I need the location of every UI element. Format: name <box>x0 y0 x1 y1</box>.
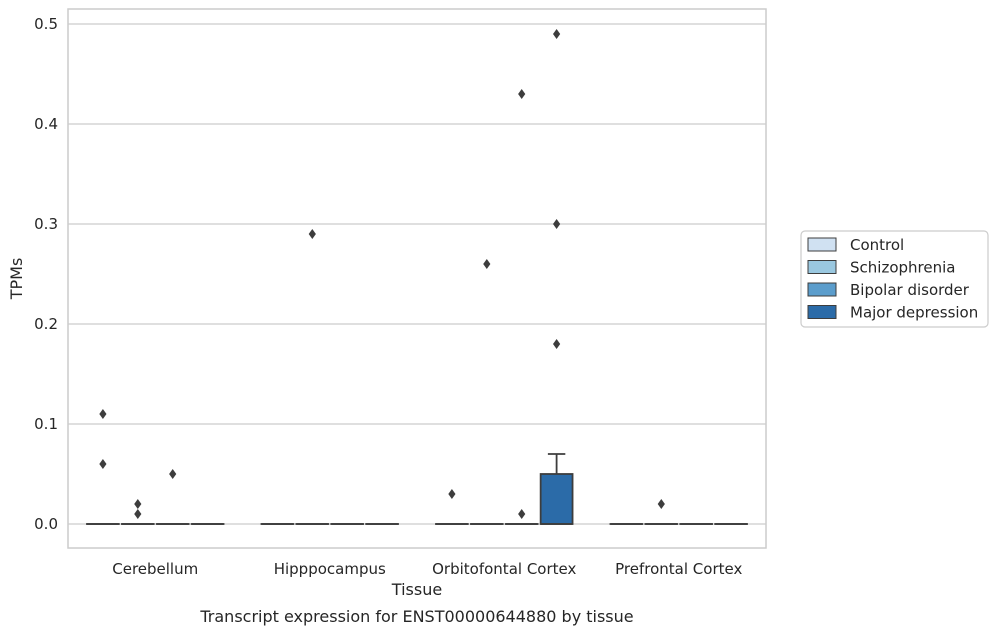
outlier-point <box>483 259 491 269</box>
outlier-point <box>308 229 316 239</box>
y-tick-label: 0.1 <box>34 415 58 433</box>
outlier-point <box>553 29 561 39</box>
x-tick-label: Orbitofontal Cortex <box>432 560 576 578</box>
x-tick-label: Prefrontal Cortex <box>615 560 742 578</box>
plot-frame <box>67 8 767 549</box>
legend-swatch <box>807 237 837 252</box>
outlier-point <box>553 219 561 229</box>
x-tick-label: Cerebellum <box>112 560 198 578</box>
outlier-point <box>134 499 142 509</box>
outlier-point <box>99 459 107 469</box>
y-tick-label: 0.2 <box>34 315 58 333</box>
legend-label: Control <box>850 236 904 254</box>
x-axis-label: Tissue <box>391 580 442 599</box>
legend-swatch <box>807 260 837 274</box>
legend-swatch <box>807 305 837 319</box>
y-axis-label: TPMs <box>7 258 26 301</box>
y-tick-label: 0.4 <box>34 115 58 133</box>
outlier-point <box>553 339 561 349</box>
x-tick-label: Hipppocampus <box>274 560 386 578</box>
legend-label: Major depression <box>850 304 978 322</box>
outlier-point <box>657 499 665 509</box>
y-tick-label: 0.5 <box>34 15 58 33</box>
outlier-point <box>169 469 177 479</box>
outlier-point <box>448 489 456 499</box>
outlier-point <box>134 509 142 519</box>
box <box>539 473 574 525</box>
legend-label: Schizophrenia <box>850 259 955 277</box>
outlier-point <box>518 89 526 99</box>
legend-box <box>800 230 989 328</box>
chart-caption: Transcript expression for ENST0000064488… <box>199 607 633 626</box>
y-tick-label: 0.3 <box>34 215 58 233</box>
outlier-point <box>518 509 526 519</box>
legend-label: Bipolar disorder <box>850 281 970 299</box>
legend-swatch <box>807 282 837 297</box>
y-tick-label: 0.0 <box>34 515 58 533</box>
outlier-point <box>99 409 107 419</box>
